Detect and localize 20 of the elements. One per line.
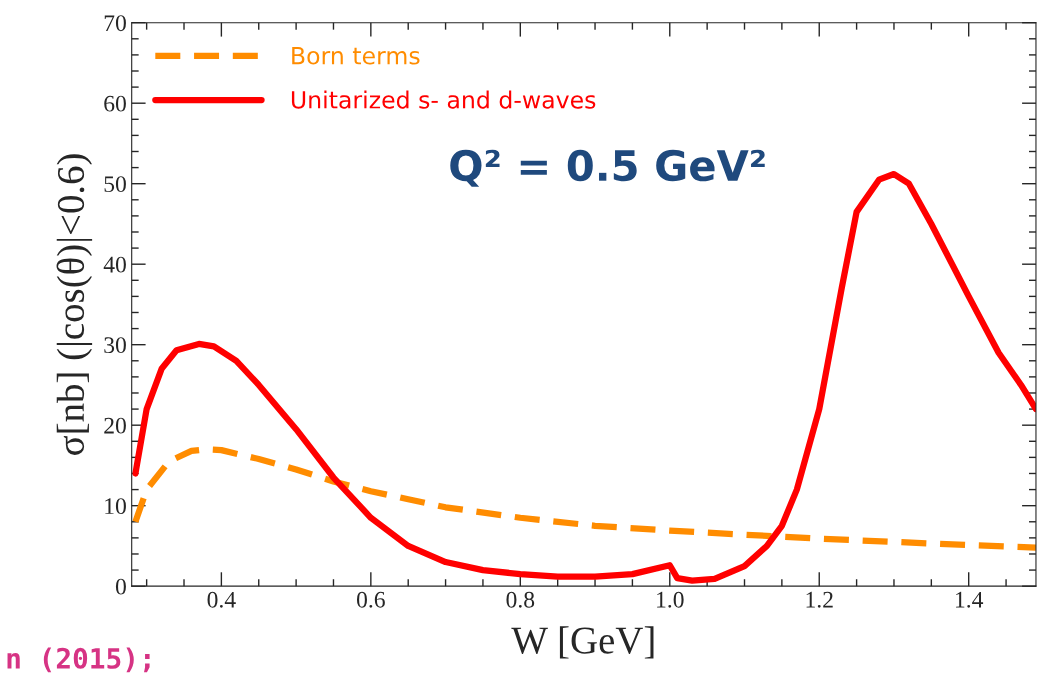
y-tick-label: 20 bbox=[104, 417, 126, 434]
y-tick-label: 0 bbox=[115, 578, 126, 595]
x-tick-label: 1.0 bbox=[657, 591, 684, 608]
y-tick-label: 50 bbox=[104, 176, 126, 193]
y-tick-label: 60 bbox=[104, 95, 126, 112]
x-tick-label: 0.6 bbox=[356, 591, 385, 608]
text: n (2015); bbox=[7, 647, 150, 673]
annotation: Q² = 0.5 GeV² bbox=[450, 149, 765, 187]
legend-label: Born terms bbox=[292, 47, 420, 65]
y-tick-label: 40 bbox=[103, 256, 126, 273]
y-axis-title: σ[nb] (|cos(θ)|<0.6) bbox=[56, 154, 93, 455]
x-axis-title: W [GeV] bbox=[511, 626, 654, 659]
y-tick-label: 70 bbox=[104, 15, 126, 32]
y-tick-label: 10 bbox=[105, 498, 126, 515]
x-tick-label: 0.4 bbox=[207, 591, 236, 608]
legend-label: Unitarized s- and d-waves bbox=[291, 90, 596, 109]
x-tick-label: 1.2 bbox=[806, 591, 833, 608]
y-tick-label: 30 bbox=[104, 337, 126, 354]
x-tick-label: 0.8 bbox=[506, 591, 535, 608]
x-tick-label: 1.4 bbox=[956, 591, 984, 608]
